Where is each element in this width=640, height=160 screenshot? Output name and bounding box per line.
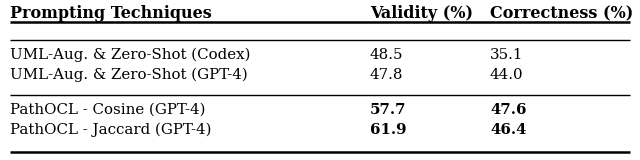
Text: 35.1: 35.1 [490, 48, 524, 62]
Text: 48.5: 48.5 [370, 48, 403, 62]
Text: UML-Aug. & Zero-Shot (Codex): UML-Aug. & Zero-Shot (Codex) [10, 48, 250, 62]
Text: 44.0: 44.0 [490, 68, 524, 82]
Text: 57.7: 57.7 [370, 103, 406, 117]
Text: Correctness (%): Correctness (%) [490, 5, 633, 22]
Text: 47.8: 47.8 [370, 68, 403, 82]
Text: 47.6: 47.6 [490, 103, 527, 117]
Text: Validity (%): Validity (%) [370, 5, 473, 22]
Text: PathOCL - Cosine (GPT-4): PathOCL - Cosine (GPT-4) [10, 103, 205, 117]
Text: PathOCL - Jaccard (GPT-4): PathOCL - Jaccard (GPT-4) [10, 123, 211, 137]
Text: Prompting Techniques: Prompting Techniques [10, 5, 212, 22]
Text: 46.4: 46.4 [490, 123, 527, 137]
Text: 61.9: 61.9 [370, 123, 406, 137]
Text: UML-Aug. & Zero-Shot (GPT-4): UML-Aug. & Zero-Shot (GPT-4) [10, 68, 248, 82]
